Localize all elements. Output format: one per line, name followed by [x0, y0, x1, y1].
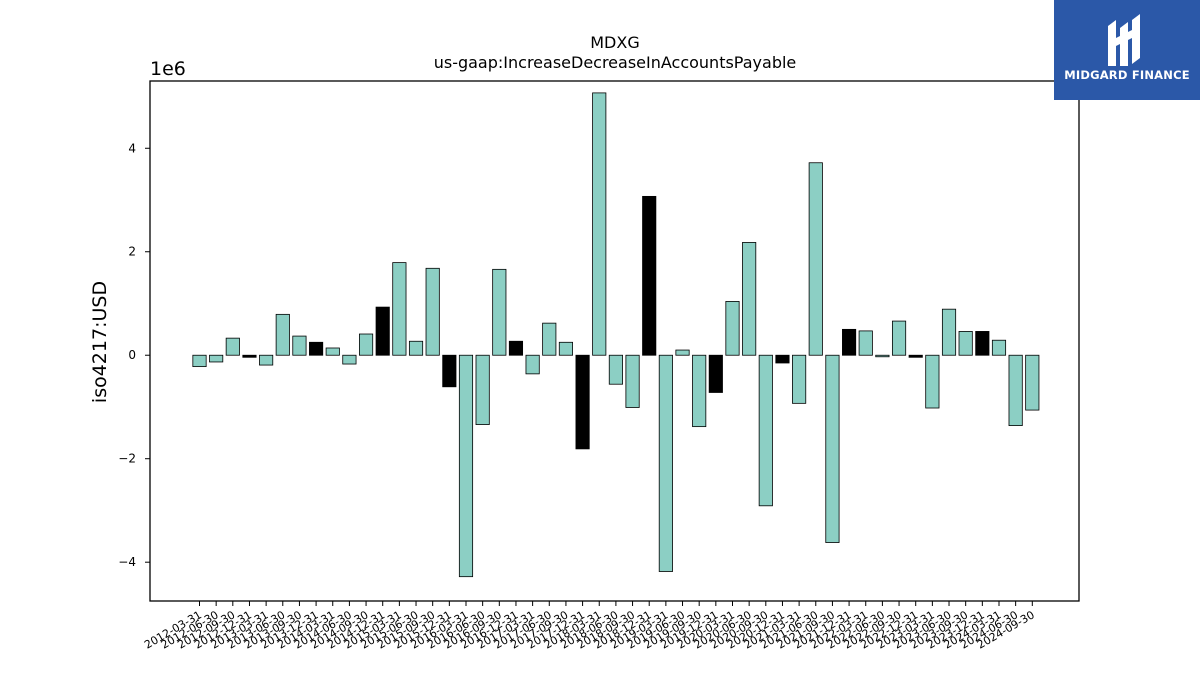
bar-2018-12-31: [642, 195, 657, 356]
bar-2024-03-31: [991, 339, 1007, 356]
y-axis-offset-label: 1e6: [150, 58, 186, 80]
brand-logo: MIDGARD FINANCE: [1054, 0, 1200, 100]
bar-2018-06-30: [608, 354, 623, 385]
y-axis-ticks: −4 −2 0 2 4: [118, 141, 150, 569]
bar-2014-06-30: [342, 354, 357, 365]
bar-2017-03-31: [525, 354, 540, 375]
bar-2017-06-30: [542, 322, 557, 356]
bar-2012-03-31: [192, 354, 207, 368]
chart-title: MDXG: [590, 33, 639, 52]
bar-2012-06-30: [209, 354, 224, 363]
bar-2017-12-31: [575, 354, 590, 450]
bar-2012-12-31: [242, 354, 257, 358]
bar-2014-12-31: [375, 306, 390, 356]
bar-2018-09-30: [625, 354, 640, 408]
bar-2016-03-31: [458, 354, 474, 578]
bar-2021-03-31: [792, 354, 807, 404]
bar-2021-12-31: [842, 328, 857, 356]
bar-2019-03-31: [658, 354, 673, 572]
bar-2016-09-30: [492, 268, 507, 356]
bar-2023-03-31: [925, 354, 940, 409]
bar-2018-03-31: [592, 92, 607, 356]
bar-2022-09-30: [891, 320, 907, 356]
bar-2013-09-30: [292, 335, 307, 356]
brand-monogram-icon: [1108, 14, 1140, 66]
bar-2023-06-30: [941, 308, 957, 356]
bar-2015-09-30: [425, 267, 440, 356]
bar-2020-03-31: [725, 301, 740, 356]
bar-2020-12-31: [775, 354, 790, 364]
plot-frame: [149, 80, 1080, 602]
y-tick-label: 4: [128, 141, 136, 155]
bar-2013-12-31: [309, 341, 324, 356]
y-tick-label: 0: [128, 348, 136, 362]
bar-2014-03-31: [325, 347, 340, 356]
y-tick-label: 2: [128, 245, 136, 259]
bar-2024-09-30: [1025, 354, 1040, 411]
bar-2023-09-30: [958, 331, 973, 356]
bar-2023-12-31: [975, 331, 990, 356]
bar-2015-06-30: [408, 340, 424, 356]
bar-2022-06-30: [875, 354, 890, 358]
bar-2015-03-31: [392, 262, 407, 356]
bar-2020-06-30: [742, 242, 757, 356]
bar-2014-09-30: [358, 333, 374, 356]
y-tick-label: −2: [118, 452, 136, 466]
bar-2016-06-30: [475, 354, 490, 425]
bar-2013-06-30: [275, 313, 290, 356]
bar-2013-03-31: [259, 354, 274, 366]
bar-2024-06-30: [1008, 354, 1023, 427]
y-axis-label: iso4217:USD: [89, 281, 111, 403]
bar-2022-03-31: [858, 330, 873, 356]
bar-2019-12-31: [708, 354, 723, 393]
x-axis-ticks: 2012-03-312012-06-302012-09-302012-12-31…: [142, 601, 1037, 652]
bars-layer: [192, 92, 1040, 578]
brand-name: MIDGARD FINANCE: [1064, 68, 1190, 82]
bar-2016-12-31: [508, 340, 524, 356]
bar-2021-09-30: [825, 354, 840, 543]
bar-2019-06-30: [675, 349, 690, 356]
bar-2022-12-31: [908, 354, 923, 358]
bar-2017-09-30: [558, 341, 573, 356]
bar-2015-12-31: [442, 354, 457, 388]
bar-2021-06-30: [808, 162, 823, 356]
chart-subtitle: us-gaap:IncreaseDecreaseInAccountsPayabl…: [434, 53, 797, 72]
bar-2019-09-30: [692, 354, 707, 428]
bar-2012-09-30: [225, 337, 240, 356]
y-tick-label: −4: [118, 555, 136, 569]
bar-2020-09-30: [758, 354, 773, 507]
